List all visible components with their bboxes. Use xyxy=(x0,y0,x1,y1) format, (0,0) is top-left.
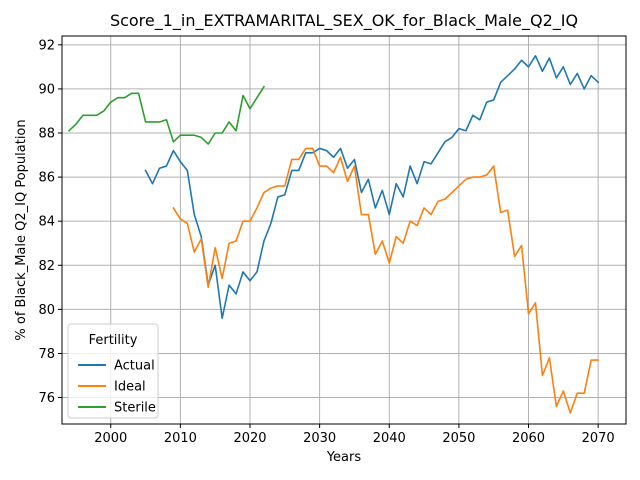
x-axis-title: Years xyxy=(326,450,362,465)
legend-label-sterile: Sterile xyxy=(114,401,156,416)
plot-frame xyxy=(61,35,627,425)
series-line-sterile xyxy=(67,85,266,145)
legend-title: Fertility xyxy=(89,333,138,348)
x-axis-ticks: 2000 2010 2020 2030 2040 2050 2060 2070 xyxy=(94,424,615,446)
y-tick-label: 78 xyxy=(38,347,55,362)
y-tick-label: 88 xyxy=(38,127,55,142)
x-tick-label: 2010 xyxy=(164,431,197,446)
y-tick-label: 76 xyxy=(38,391,55,406)
y-tick-label: 84 xyxy=(38,215,55,230)
y-tick-label: 82 xyxy=(38,259,55,274)
legend-label-actual: Actual xyxy=(114,359,155,374)
y-tick-label: 86 xyxy=(38,171,55,186)
legend-box xyxy=(67,323,159,419)
series-line-actual xyxy=(144,55,600,319)
y-tick-label: 92 xyxy=(38,38,55,53)
chart-title: Score_1_in_EXTRAMARITAL_SEX_OK_for_Black… xyxy=(110,11,578,31)
x-tick-label: 2070 xyxy=(582,431,615,446)
x-tick-label: 2030 xyxy=(303,431,336,446)
legend-label-ideal: Ideal xyxy=(114,380,146,395)
y-axis-title: % of Black_Male Q2_IQ Population xyxy=(14,119,29,340)
y-axis-ticks: 76 78 80 82 84 86 88 90 92 xyxy=(38,38,62,406)
series-lines xyxy=(67,55,600,414)
x-tick-label: 2020 xyxy=(233,431,266,446)
x-tick-label: 2040 xyxy=(373,431,406,446)
legend: Fertility Actual Ideal Sterile xyxy=(67,323,159,419)
x-tick-label: 2060 xyxy=(512,431,545,446)
x-tick-label: 2050 xyxy=(442,431,475,446)
y-tick-label: 80 xyxy=(38,303,55,318)
series-line-ideal xyxy=(172,147,599,414)
y-tick-label: 90 xyxy=(38,82,55,97)
x-tick-label: 2000 xyxy=(94,431,127,446)
legend-items: Actual Ideal Sterile xyxy=(78,359,156,416)
